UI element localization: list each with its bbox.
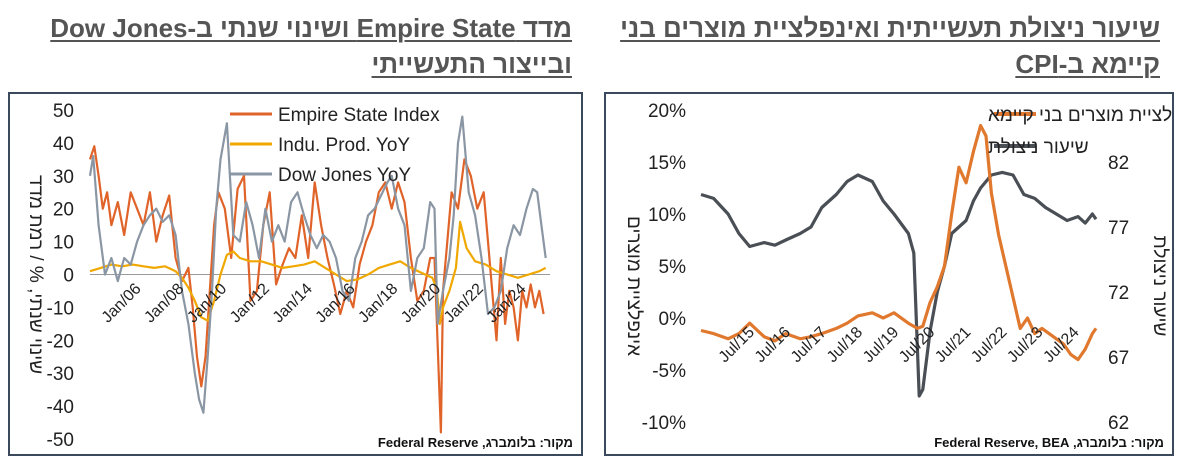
- x-tick-label: Jul/15: [716, 324, 758, 366]
- series-line-dow-jones-yoy: [88, 115, 547, 414]
- y-tick-label: 50: [53, 101, 74, 122]
- x-tick-label: Jan/06: [99, 280, 145, 326]
- y-tick-label: -30: [47, 364, 74, 385]
- y2-tick-label: 72: [1108, 283, 1129, 304]
- right-chart-frame: -10% -5% 0% 5% 10% 15% 20% 62 67 72 77 82 Jul/15 Jul/…: [604, 92, 1174, 456]
- y-tick-label: -40: [47, 397, 74, 418]
- x-tick-label: Jan/08: [141, 280, 187, 326]
- series-line-capacity-utilization: [700, 170, 1098, 398]
- x-tick-label: Jul/22: [968, 324, 1010, 366]
- y-tick-label: 15%: [648, 153, 686, 174]
- y-tick-label: -10%: [642, 413, 686, 434]
- y-tick-label: -50: [47, 430, 74, 451]
- right-chart-title: שיעור ניצולת תעשייתית ואינפלציית מוצרים …: [620, 13, 1160, 79]
- x-tick-label: Jan/18: [355, 280, 401, 326]
- y-tick-label: 5%: [659, 257, 687, 278]
- y-axis-label: שינוי שנתי, % / רמת מדד: [25, 175, 46, 374]
- x-tick-label: Jan/22: [441, 280, 487, 326]
- y-tick-label: 0: [63, 266, 74, 287]
- y-tick-label: 0%: [659, 309, 687, 330]
- y-tick-label: 20: [53, 200, 74, 221]
- legend-label: אינפלציית מוצרים בני קיימא: [988, 105, 1172, 126]
- y-tick-label: 10: [53, 233, 74, 254]
- left-chart-title: מדד Empire State ושינוי שנתי ב-Dow Jones…: [50, 13, 572, 79]
- x-tick-label: Jul/17: [788, 324, 830, 366]
- y2-tick-label: 62: [1108, 413, 1129, 434]
- legend-label: Empire State Index: [278, 105, 440, 126]
- y-tick-label: 20%: [648, 101, 686, 122]
- y-tick-label: 30: [53, 167, 74, 188]
- right-chart: -10% -5% 0% 5% 10% 15% 20% 62 67 72 77 82 Jul/15 Jul/…: [623, 101, 1172, 434]
- x-tick-label: Jan/14: [270, 280, 316, 326]
- y-tick-label: -10: [47, 298, 74, 319]
- y2-tick-label: 67: [1108, 348, 1129, 369]
- y-tick-label: 40: [53, 134, 74, 155]
- y2-axis-label: שיעור ניצולת: [1149, 236, 1170, 337]
- series-line-indu-prod-yoy: [89, 220, 547, 325]
- x-tick-label: Jul/21: [932, 324, 974, 366]
- y-axis-label: אינפלציית מוצרים: [623, 216, 644, 356]
- series-line-empire-state-index: [88, 145, 545, 434]
- y-tick-label: 10%: [648, 205, 686, 226]
- y-tick-label: -5%: [652, 361, 686, 382]
- x-tick-label: Jan/24: [484, 280, 530, 326]
- series-line-durable-goods-inflation: [700, 124, 1098, 362]
- left-chart-frame: -50 -40 -30 -20 -10 0 10 20 30 40 50 Jan/06 Jan/08 Ja…: [8, 92, 583, 456]
- y2-tick-label: 82: [1108, 153, 1129, 174]
- y2-tick-label: 77: [1108, 218, 1129, 239]
- y-tick-label: -20: [47, 331, 74, 352]
- right-chart-source: מקור: בלומברג, Federal Reserve, BEA: [934, 435, 1164, 450]
- left-chart-source: מקור: בלומברג, Federal Reserve: [377, 435, 573, 450]
- legend-label: שיעור ניצולת: [988, 137, 1089, 158]
- x-tick-label: Jul/19: [860, 324, 902, 366]
- legend-label: Indu. Prod. YoY: [278, 135, 410, 156]
- x-tick-label: Jul/23: [1004, 324, 1046, 366]
- legend-label: Dow Jones YoY: [278, 165, 411, 186]
